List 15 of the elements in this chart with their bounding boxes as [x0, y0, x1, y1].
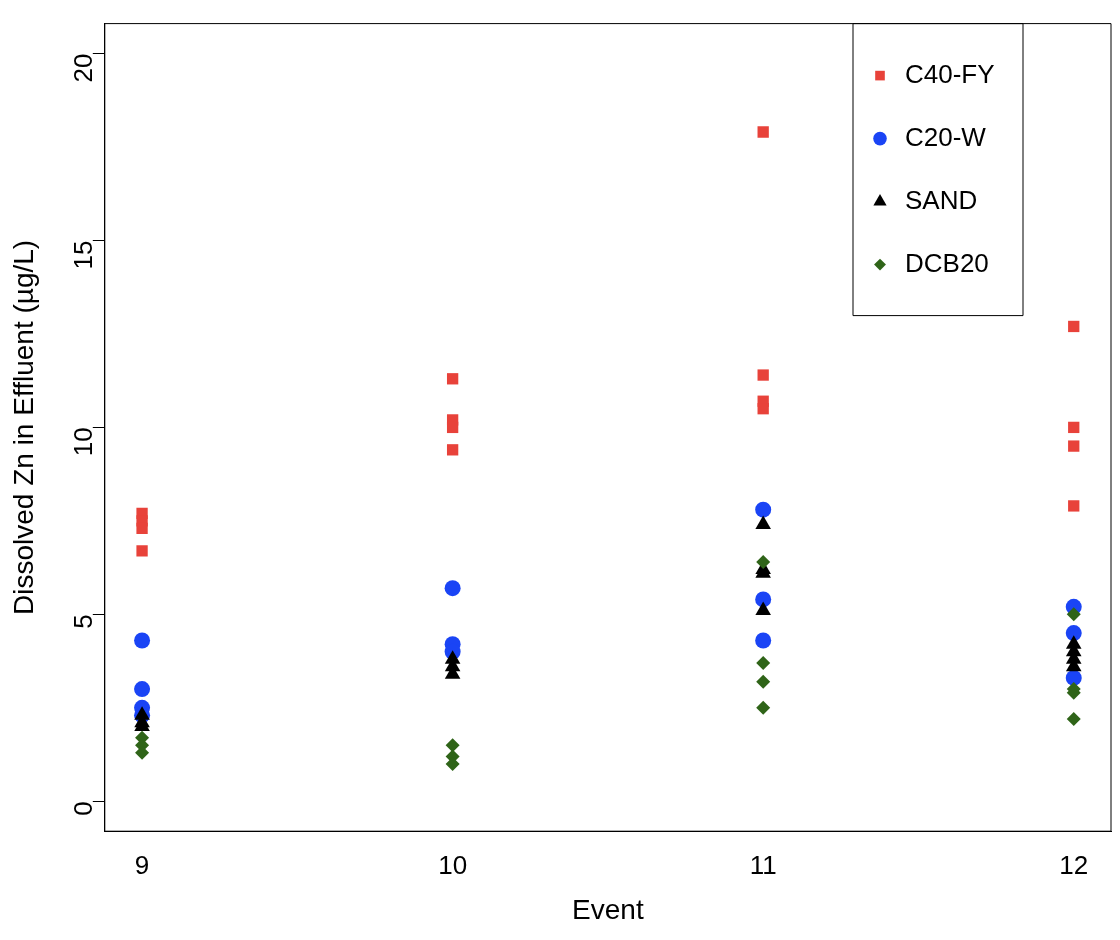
y-tick-label: 5 — [67, 614, 98, 629]
x-axis-title: Event — [572, 893, 644, 925]
y-tick-label: 0 — [67, 801, 98, 816]
legend-label: C20-W — [905, 121, 987, 152]
y-tick-label: 15 — [67, 240, 98, 270]
y-tick-label: 20 — [67, 53, 98, 83]
x-tick-label: 11 — [749, 849, 777, 880]
x-tick-label: 12 — [1059, 849, 1089, 880]
y-axis-title: Dissolved Zn in Effluent (µg/L) — [7, 239, 39, 615]
legend-label: C40-FY — [905, 58, 995, 89]
y-tick-label: 10 — [67, 427, 98, 457]
legend-label: DCB20 — [905, 247, 989, 278]
legend-label: SAND — [905, 184, 978, 215]
x-tick-label: 10 — [438, 849, 468, 880]
x-tick-label: 9 — [134, 849, 150, 880]
